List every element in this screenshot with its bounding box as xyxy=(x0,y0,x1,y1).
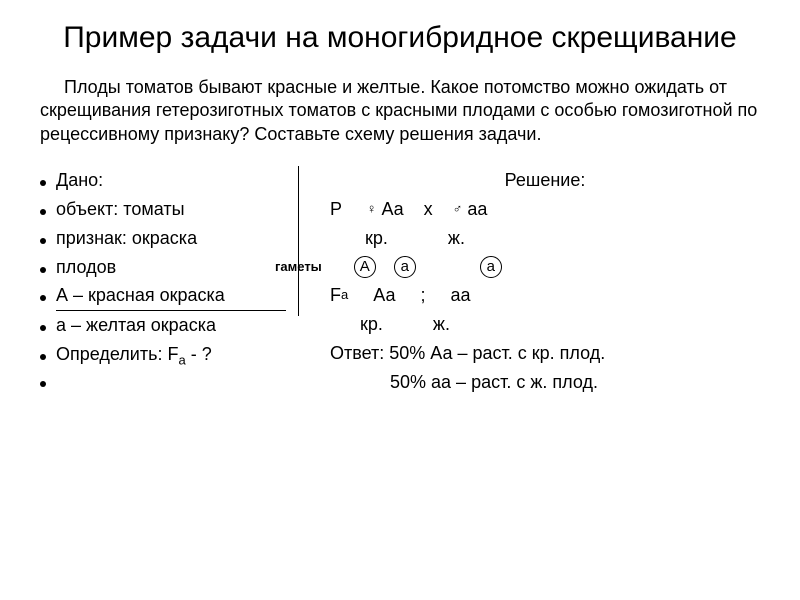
phenotype-line-2: кр. ж. xyxy=(330,310,760,339)
slide-title: Пример задачи на моногибридное скрещиван… xyxy=(40,20,760,56)
content-area: Дано: объект: томаты признак: окраска пл… xyxy=(40,166,760,396)
allele-circle: a xyxy=(480,256,502,278)
given-trait: признак: окраска xyxy=(56,224,197,253)
f-generation-line: Fa Аа ; аа xyxy=(330,281,760,310)
determine-label: Определить: Fa - ? xyxy=(56,340,212,371)
allele-circle: a xyxy=(394,256,416,278)
answer-line-2: 50% аа – раст. с ж. плод. xyxy=(330,368,760,397)
bullet-icon xyxy=(40,325,46,331)
problem-description: Плоды томатов бывают красные и желтые. К… xyxy=(40,76,760,146)
allele-recessive: а – желтая окраска xyxy=(56,311,216,340)
phenotype-line-1: кр. ж. xyxy=(330,224,760,253)
allele-dominant: А – красная окраска xyxy=(56,281,286,311)
given-object: объект: томаты xyxy=(56,195,185,224)
bullet-icon xyxy=(40,180,46,186)
bullet-icon xyxy=(40,295,46,301)
solution-column: Решение: P ♀ Аа х ♂ аа кр. ж. гаметы A a… xyxy=(300,166,760,396)
parents-line: P ♀ Аа х ♂ аа xyxy=(330,195,760,224)
vertical-divider xyxy=(298,166,299,316)
bullet-icon xyxy=(40,267,46,273)
allele-circle: A xyxy=(354,256,376,278)
bullet-icon xyxy=(40,354,46,360)
solution-label: Решение: xyxy=(330,166,760,195)
given-trait2: плодов xyxy=(56,253,116,282)
answer-line-1: Ответ: 50% Аа – раст. с кр. плод. xyxy=(330,339,760,368)
bullet-icon xyxy=(40,238,46,244)
given-label: Дано: xyxy=(56,166,103,195)
given-column: Дано: объект: томаты признак: окраска пл… xyxy=(40,166,300,396)
bullet-icon xyxy=(40,209,46,215)
gametes-line: гаметы A a a xyxy=(275,253,760,282)
bullet-icon xyxy=(40,381,46,387)
